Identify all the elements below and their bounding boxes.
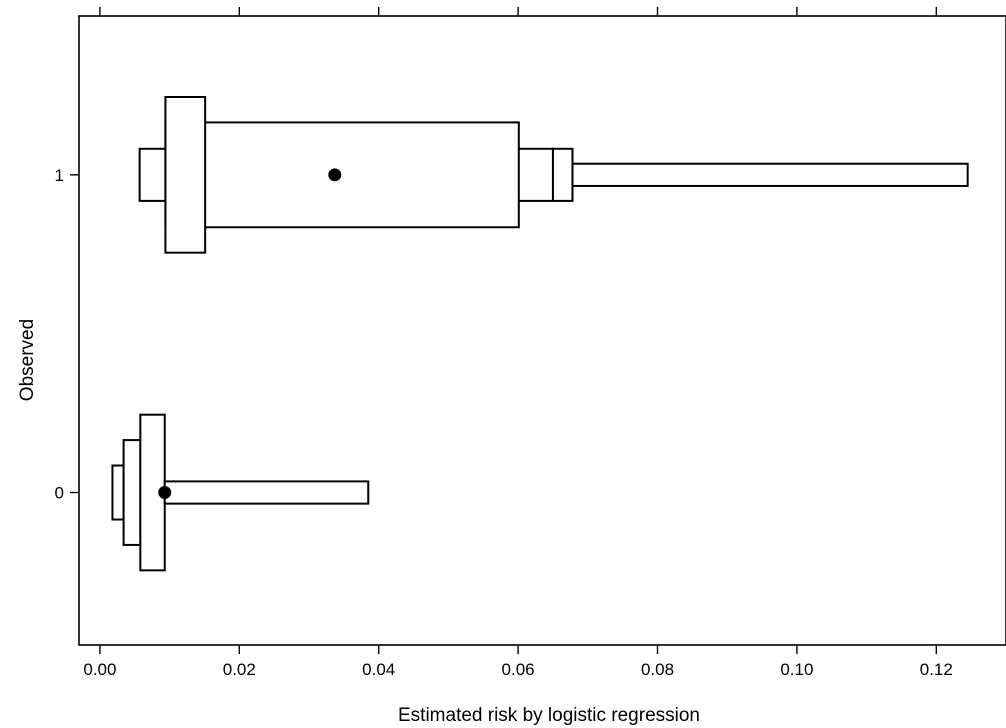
x-axis-label: Estimated risk by logistic regression — [398, 705, 700, 726]
center-point — [158, 486, 172, 500]
y-tick-label: 0 — [55, 484, 64, 503]
plot-frame — [78, 15, 1006, 646]
letter-value-box — [571, 162, 969, 187]
letter-value-box — [122, 439, 142, 546]
category-0-group — [111, 413, 370, 572]
y-axis-label: Observed — [17, 319, 38, 401]
x-tick-label: 0.06 — [502, 660, 535, 679]
category-1-group — [138, 96, 969, 254]
y-tick-label: 1 — [55, 166, 64, 185]
letter-value-box — [111, 464, 125, 521]
x-tick-label: 0.08 — [641, 660, 674, 679]
x-tick-label: 0.12 — [920, 660, 953, 679]
x-tick-label: 0.02 — [223, 660, 256, 679]
x-tick-label: 0.00 — [83, 660, 116, 679]
letter-value-box — [163, 480, 370, 505]
center-point — [328, 168, 342, 182]
x-tick-label: 0.04 — [362, 660, 395, 679]
letter-value-box — [164, 96, 207, 254]
x-tick-label: 0.10 — [780, 660, 813, 679]
letter-value-box — [551, 147, 574, 202]
letter-value-box — [164, 121, 520, 229]
